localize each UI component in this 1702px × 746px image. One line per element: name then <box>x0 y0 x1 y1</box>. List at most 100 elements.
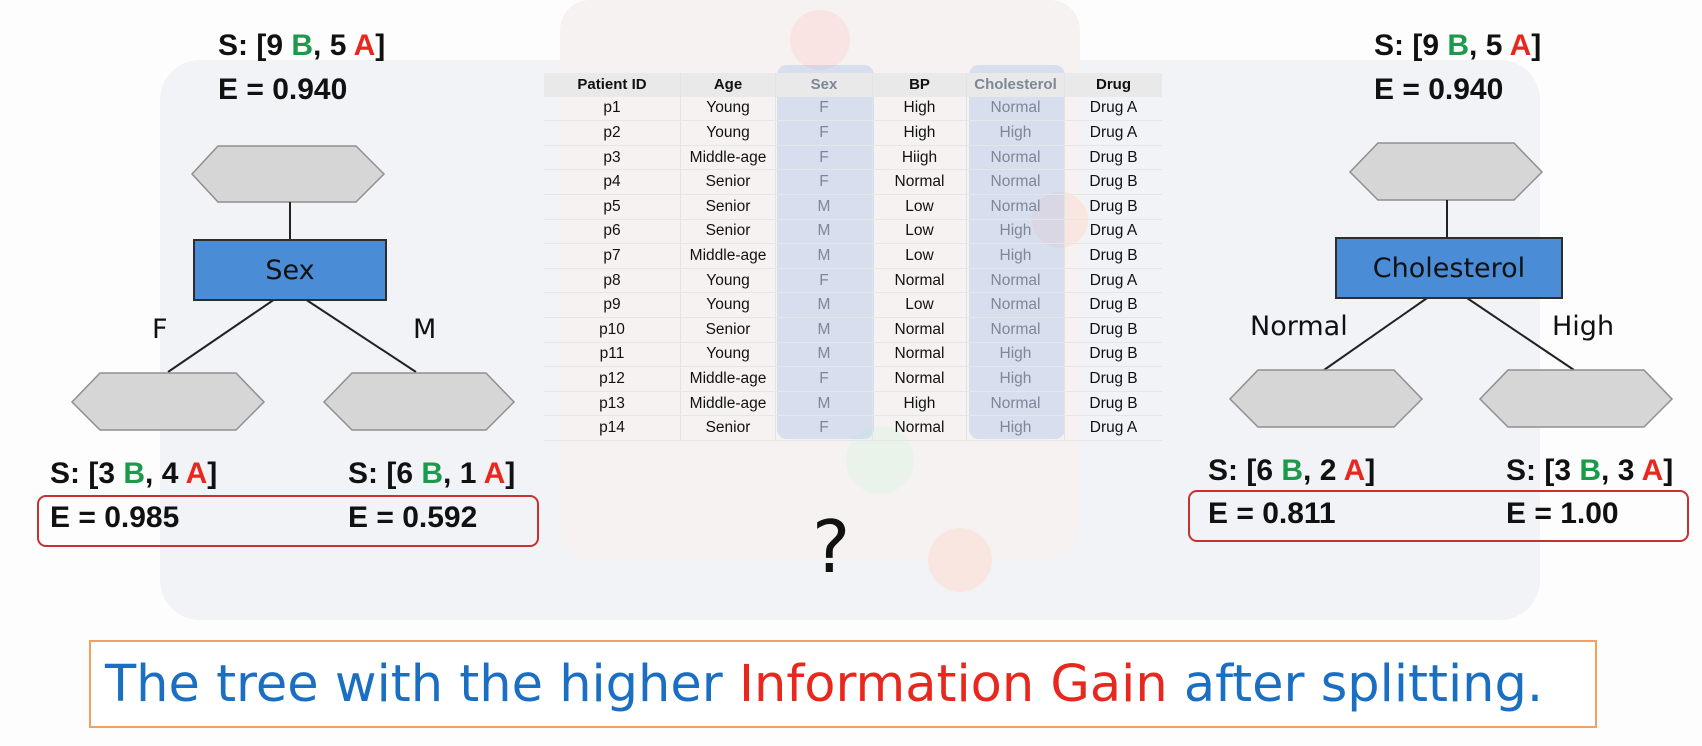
table-cell: F <box>776 268 873 293</box>
table-cell: Drug A <box>1089 222 1138 240</box>
table-cell: Normal <box>967 293 1065 317</box>
right-leaf-normal-class-a: A <box>1343 454 1366 487</box>
table-cell: p9 <box>544 293 681 317</box>
right-leaf-high-class-b: B <box>1579 454 1602 487</box>
left-leaf-f-class-a: A <box>185 457 208 490</box>
table-cell: High <box>873 391 967 416</box>
left-root-sample-counts: S: [9 B, 5 A] <box>218 28 385 64</box>
table-cell: F <box>776 416 873 440</box>
left-root-label: S: [9 <box>218 29 292 62</box>
patient-table: Patient ID Age Sex BP Cholesterol Drug p… <box>544 73 1162 441</box>
left-leaf-m-sep: , 1 <box>443 457 484 490</box>
right-leaf-high-class-a: A <box>1641 454 1664 487</box>
table-cell: High <box>967 342 1065 367</box>
table-cell: Senior <box>681 317 776 342</box>
right-leaf-normal-close: ] <box>1365 454 1376 487</box>
table-cell: Middle-age <box>681 244 776 268</box>
right-leaf-normal-sample-counts: S: [6 B, 2 A] <box>1208 453 1375 489</box>
table-cell: Middle-age <box>681 145 776 170</box>
right-leaf-normal-class-b: B <box>1281 454 1304 487</box>
table-cell: Normal <box>967 391 1065 416</box>
table-header-cell: Age <box>681 73 776 97</box>
table-cell: Normal <box>967 268 1065 293</box>
left-root-class-b: B <box>291 29 314 62</box>
right-entropy-box <box>1188 490 1689 542</box>
table-header-cell: BP <box>873 73 967 97</box>
table-cell: M <box>776 293 873 317</box>
table-cell: Drug B <box>1089 173 1138 191</box>
table-header-cell: Drug <box>1096 76 1131 94</box>
left-leaf-f-sample-counts: S: [3 B, 4 A] <box>50 456 217 492</box>
table-cell: F <box>776 170 873 194</box>
table-cell: p1 <box>544 96 681 121</box>
table-row: p6 Senior M Low High Drug A <box>544 219 1162 245</box>
table-cell: M <box>776 194 873 219</box>
table-header-cell: Sex <box>776 73 873 97</box>
left-leaf-f-hexagon <box>70 372 266 431</box>
table-cell: High <box>967 244 1065 268</box>
left-leaf-m-close: ] <box>505 457 516 490</box>
table-cell: Drug A <box>1089 99 1138 117</box>
right-leaf-normal-label: S: [6 <box>1208 454 1282 487</box>
table-cell: Young <box>681 293 776 317</box>
table-cell: p2 <box>544 121 681 145</box>
right-root-entropy: E = 0.940 <box>1374 73 1504 106</box>
table-cell: F <box>776 367 873 391</box>
right-root-class-b: B <box>1447 29 1470 62</box>
table-row: p7 Middle-age M Low High Drug B <box>544 244 1162 269</box>
right-leaf-normal-entropy: E = 0.811 <box>1208 497 1336 530</box>
right-leaf-normal-sep: , 2 <box>1303 454 1344 487</box>
right-edge-normal <box>1323 295 1431 371</box>
left-leaf-f-sep: , 4 <box>145 457 186 490</box>
table-row: p14 Senior F Normal High Drug A <box>544 416 1162 441</box>
left-root-close: ] <box>375 29 386 62</box>
table-cell: High <box>967 416 1065 440</box>
table-cell: Drug B <box>1089 345 1138 363</box>
table-header-row: Patient ID Age Sex BP Cholesterol Drug <box>544 73 1162 97</box>
table-cell: Senior <box>681 416 776 440</box>
right-root-class-a: A <box>1509 29 1532 62</box>
table-cell: High <box>873 96 967 121</box>
left-entropy-box <box>37 495 539 547</box>
caption-part1: The tree with the higher <box>105 654 739 714</box>
table-cell: F <box>776 121 873 145</box>
left-root-class-a: A <box>353 29 376 62</box>
table-cell: p7 <box>544 244 681 268</box>
table-cell: High <box>967 219 1065 244</box>
caption-part3: after splitting. <box>1167 654 1544 714</box>
left-leaf-m-sample-counts: S: [6 B, 1 A] <box>348 456 515 492</box>
table-cell: Normal <box>873 342 967 367</box>
table-cell: Middle-age <box>681 391 776 416</box>
table-row: p10 Senior M Normal Normal Drug B <box>544 317 1162 343</box>
right-leaf-normal-hexagon <box>1228 369 1424 428</box>
table-cell: M <box>776 219 873 244</box>
table-cell: Senior <box>681 194 776 219</box>
left-leaf-m-hexagon <box>322 372 516 431</box>
cholesterol-column-highlight <box>969 65 1065 439</box>
right-leaf-high-entropy: E = 1.00 <box>1506 497 1619 530</box>
left-root-hexagon <box>190 145 386 203</box>
left-root-entropy: E = 0.940 <box>218 73 348 106</box>
table-cell: High <box>967 367 1065 391</box>
table-cell: Young <box>681 342 776 367</box>
question-mark: ? <box>812 505 851 589</box>
table-cell: Hiigh <box>873 145 967 170</box>
table-cell: Low <box>873 293 967 317</box>
right-leaf-high-sample-counts: S: [3 B, 3 A] <box>1506 453 1673 489</box>
table-cell: Drug B <box>1089 197 1138 215</box>
left-leaf-m-label: S: [6 <box>348 457 422 490</box>
right-branch-label-high: High <box>1552 311 1615 342</box>
left-edge-f <box>167 298 276 373</box>
table-row: p3 Middle-age F Hiigh Normal Drug B <box>544 145 1162 171</box>
table-cell: p6 <box>544 219 681 244</box>
right-leaf-high-close: ] <box>1663 454 1674 487</box>
left-leaf-f-class-b: B <box>123 457 146 490</box>
table-cell: High <box>967 121 1065 145</box>
table-cell: p13 <box>544 391 681 416</box>
table-cell: Normal <box>967 194 1065 219</box>
table-cell: Normal <box>873 367 967 391</box>
table-cell: Drug B <box>1089 148 1138 166</box>
table-cell: Drug A <box>1089 123 1138 141</box>
